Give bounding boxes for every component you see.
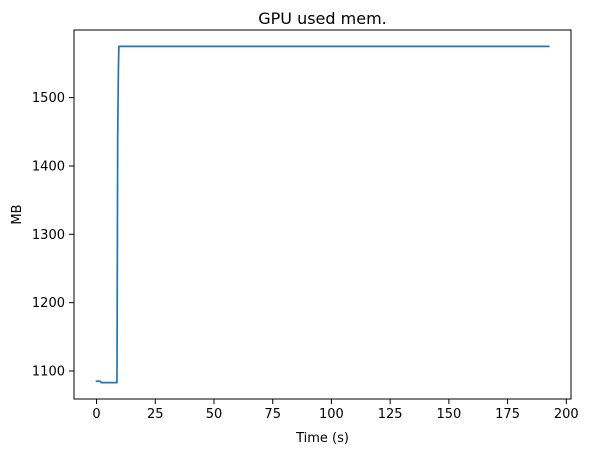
series-layer <box>95 45 550 384</box>
y-axis: 1100 1200 1300 1400 1500 <box>32 91 74 379</box>
x-tick-label: 150 <box>436 407 461 422</box>
x-tick-label: 175 <box>495 407 520 422</box>
x-axis: 0 25 50 75 100 125 150 175 200 <box>92 399 579 422</box>
x-tick-label: 50 <box>206 407 223 422</box>
x-tick-label: 125 <box>378 407 403 422</box>
series-line-0 <box>95 45 550 384</box>
x-tick-label: 200 <box>554 407 579 422</box>
y-tick-label: 1400 <box>32 159 65 174</box>
y-tick-label: 1500 <box>32 91 65 106</box>
plot-area <box>73 29 572 400</box>
x-tick-label: 25 <box>147 407 164 422</box>
plot-frame <box>73 29 572 400</box>
y-tick-label: 1300 <box>32 228 65 243</box>
x-axis-label: Time (s) <box>295 431 349 446</box>
x-tick-label: 0 <box>92 407 100 422</box>
y-tick-label: 1100 <box>32 364 65 379</box>
x-tick-label: 75 <box>264 407 281 422</box>
chart-title: GPU used mem. <box>258 9 387 28</box>
x-tick-label: 100 <box>319 407 344 422</box>
y-axis-label: MB <box>10 204 25 224</box>
y-tick-label: 1200 <box>32 296 65 311</box>
